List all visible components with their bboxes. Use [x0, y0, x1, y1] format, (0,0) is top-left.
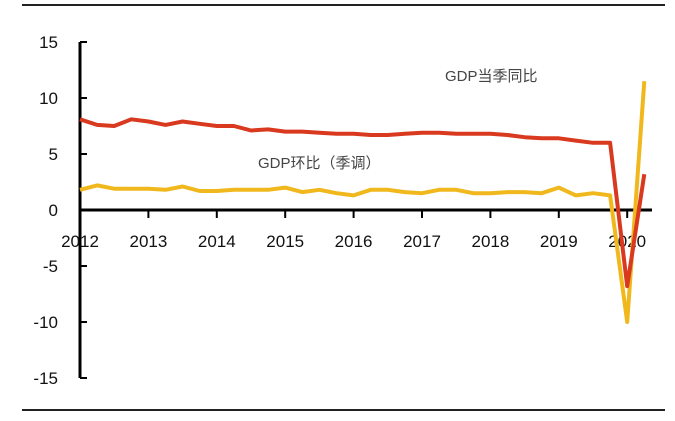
y-tick-label: -5 — [43, 257, 58, 276]
series-line-qoq — [79, 81, 647, 324]
y-axis: 15 10 5 0 -5 -10 -15 — [33, 33, 87, 388]
x-tick-label: 2012 — [61, 232, 99, 251]
series-label-yoy: GDP当季同比 — [445, 68, 538, 85]
x-tick-label: 2013 — [129, 232, 167, 251]
series-lines — [79, 81, 647, 324]
y-tick-label: -10 — [33, 313, 58, 332]
y-tick-label: 10 — [39, 89, 58, 108]
y-tick-label: 5 — [49, 145, 58, 164]
x-tick-label: 2014 — [198, 232, 236, 251]
y-tick-label: 0 — [49, 201, 58, 220]
x-tick-label: 2018 — [471, 232, 509, 251]
x-tick-label: 2019 — [540, 232, 578, 251]
x-axis: 2012 2013 2014 2015 2016 2017 2018 2019 2020 — [61, 208, 652, 251]
y-tick-label: -15 — [33, 369, 58, 388]
series-line-yoy — [79, 117, 647, 289]
x-tick-label: 2017 — [403, 232, 441, 251]
series-label-qoq: GDP环比（季调） — [258, 155, 381, 172]
x-tick-label: 2015 — [266, 232, 304, 251]
y-tick-label: 15 — [39, 33, 58, 52]
x-tick-label: 2016 — [335, 232, 373, 251]
